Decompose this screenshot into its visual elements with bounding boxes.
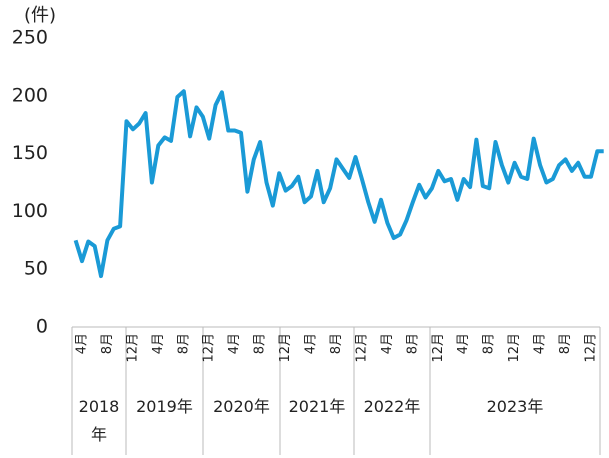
year-label: 2018年: [78, 397, 120, 444]
x-tick-label: 12月: [354, 333, 369, 363]
x-tick-label: 4月: [151, 333, 166, 354]
y-tick-label: 150: [12, 142, 48, 164]
year-label: 2023年: [486, 397, 544, 416]
x-tick-label: 12月: [583, 333, 598, 363]
x-tick-label: 4月: [380, 333, 395, 354]
y-unit: (件): [24, 5, 56, 26]
y-tick-label: 50: [24, 258, 48, 280]
x-tick-label: 12月: [507, 333, 522, 363]
x-tick-label: 4月: [74, 333, 89, 354]
y-tick-label: 100: [12, 200, 48, 222]
x-tick-label: 12月: [125, 333, 140, 363]
y-tick-label: 200: [12, 84, 48, 106]
x-tick-label: 4月: [456, 333, 471, 354]
x-tick-label: 8月: [329, 333, 344, 354]
year-label: 2022年: [363, 397, 421, 416]
x-tick-label: 8月: [253, 333, 268, 354]
x-tick-label: 8月: [176, 333, 191, 354]
x-tick-label: 8月: [405, 333, 420, 354]
line: [73, 89, 604, 279]
y-tick-label: 0: [36, 316, 48, 338]
x-tick-label: 4月: [533, 333, 548, 354]
year-label: 2020年: [213, 397, 270, 416]
x-tick-label: 12月: [431, 333, 446, 363]
x-tick-label: 12月: [202, 333, 217, 363]
x-tick-label: 8月: [482, 333, 497, 354]
x-tick-label: 12月: [278, 333, 293, 363]
year-label: 2019年: [136, 397, 193, 416]
x-tick-label: 4月: [304, 333, 319, 354]
year-label: 2021年: [288, 397, 346, 416]
x-tick-label: 4月: [227, 333, 242, 354]
x-tick-label: 8月: [558, 333, 573, 354]
x-tick-label: 8月: [100, 333, 115, 354]
y-tick-label: 250: [12, 27, 48, 49]
